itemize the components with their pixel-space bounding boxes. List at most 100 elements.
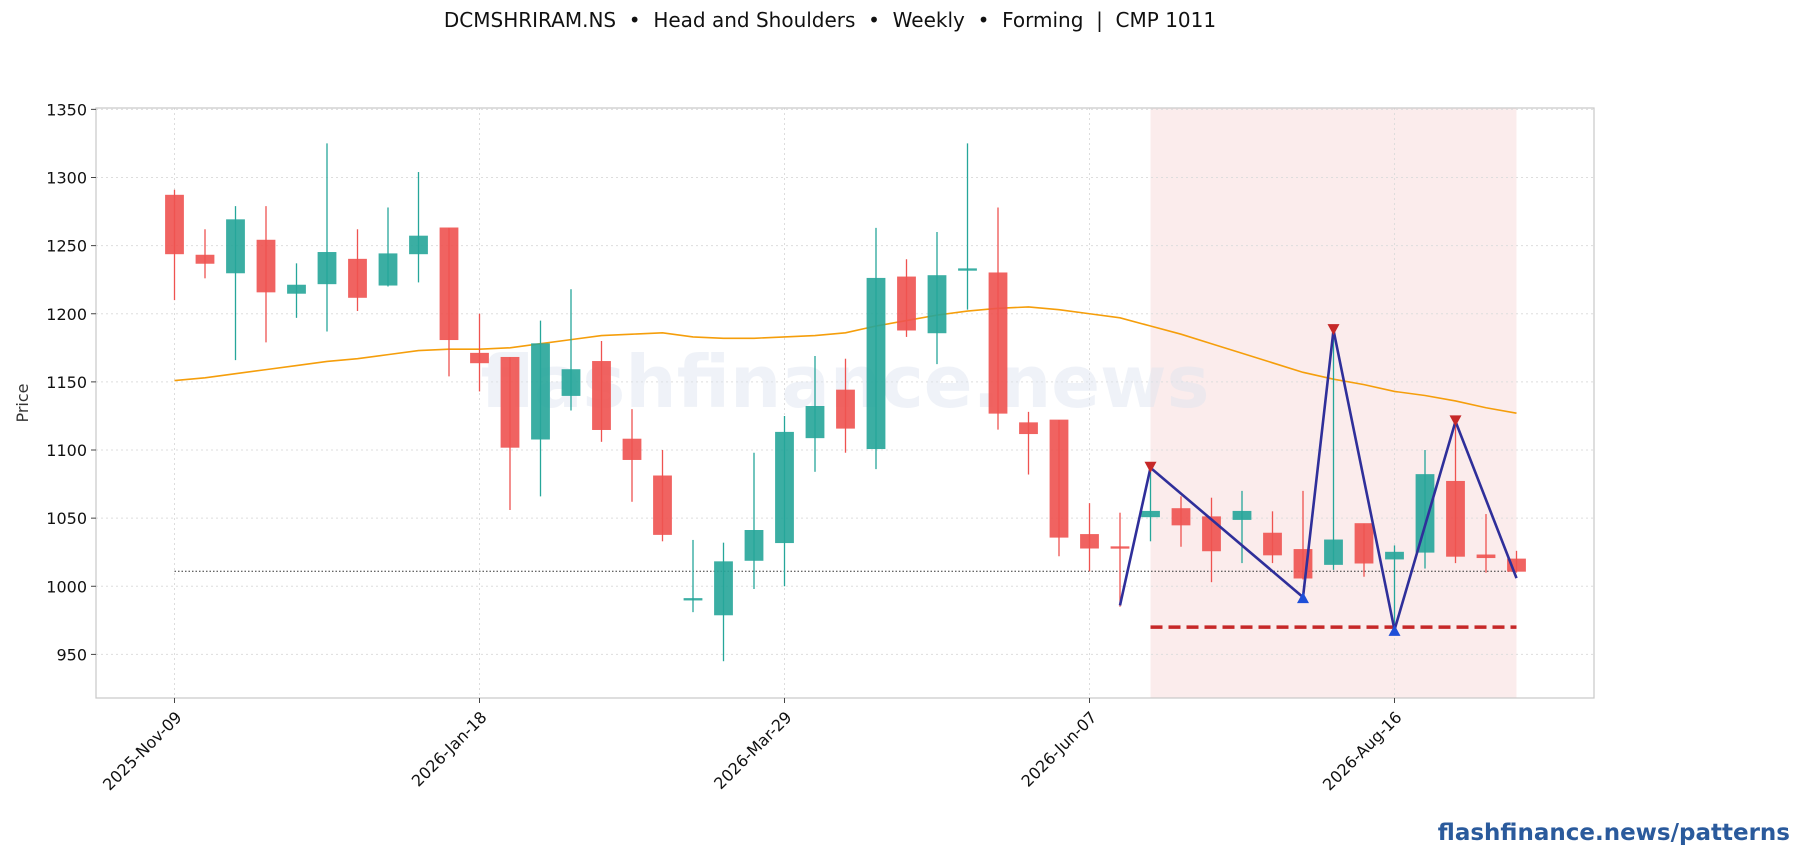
candle — [683, 539, 703, 613]
candle-body — [256, 239, 276, 293]
candle-body — [1263, 532, 1282, 556]
candle-body — [714, 561, 733, 616]
candle — [988, 207, 1008, 430]
y-tick-label: 1350 — [46, 100, 87, 119]
candle-body — [988, 272, 1008, 414]
candle-body — [348, 258, 367, 298]
candle-body — [531, 343, 550, 440]
candle-body — [165, 194, 184, 255]
candle — [1385, 545, 1404, 630]
candle — [927, 231, 947, 365]
candle-body — [226, 219, 245, 274]
y-tick-label: 1000 — [46, 577, 87, 596]
candle-body — [1232, 510, 1252, 520]
candle — [622, 409, 642, 502]
candle-body — [897, 276, 916, 331]
trough-marker — [1388, 624, 1401, 636]
candle — [836, 358, 855, 453]
y-tick-label: 1300 — [46, 168, 87, 187]
candle — [958, 143, 977, 310]
x-tick-label: 2026-Aug-16 — [1319, 708, 1406, 795]
candle-body — [1324, 539, 1343, 565]
candle-body — [500, 356, 520, 448]
chart-title: DCMSHRIRAM.NS • Head and Shoulders • Wee… — [443, 8, 1217, 32]
candle-body — [1354, 523, 1374, 564]
candle-body — [1141, 510, 1160, 518]
peak-marker — [1449, 415, 1462, 427]
candle-body — [195, 254, 215, 264]
candle — [1324, 327, 1343, 570]
peak-marker — [1327, 324, 1340, 336]
candle-body — [592, 361, 611, 430]
candle — [195, 229, 215, 279]
candle — [439, 227, 459, 377]
candle — [256, 206, 276, 343]
candle — [348, 229, 367, 312]
y-axis-label: Price — [13, 383, 32, 422]
candle-body — [1446, 480, 1465, 557]
candle — [317, 143, 337, 332]
peak-marker — [1144, 461, 1157, 473]
candle-body — [409, 235, 428, 255]
candle-body — [866, 277, 886, 450]
candle-body — [317, 252, 337, 285]
candle — [714, 542, 733, 662]
y-tick-label: 1200 — [46, 305, 87, 324]
candle — [531, 320, 550, 497]
candle-body — [1171, 508, 1191, 526]
x-tick-label: 2026-Mar-29 — [710, 708, 795, 793]
candle-body — [958, 268, 977, 271]
y-tick-label: 1150 — [46, 373, 87, 392]
candle-body — [927, 275, 947, 334]
x-tick-label: 2025-Nov-09 — [99, 708, 186, 795]
candle-body — [1202, 516, 1221, 552]
y-tick-label: 950 — [56, 645, 87, 664]
candle — [1476, 514, 1496, 573]
candle — [1232, 490, 1252, 564]
candle — [1080, 503, 1099, 572]
candle — [1019, 411, 1038, 475]
candle — [226, 206, 245, 361]
candle — [1171, 496, 1191, 547]
candle-body — [1385, 551, 1404, 560]
trough-marker — [1297, 592, 1309, 604]
moving-average-line — [174, 306, 1517, 415]
candle-body — [622, 438, 642, 460]
candle-body — [439, 227, 459, 341]
x-tick-label: 2026-Jan-18 — [408, 708, 491, 791]
candle-body — [1415, 474, 1435, 553]
candle — [1049, 419, 1069, 557]
candle-body — [744, 530, 764, 561]
candle-body — [775, 431, 794, 544]
candle — [500, 356, 520, 510]
y-tick-label: 1250 — [46, 237, 87, 256]
candle — [287, 263, 306, 318]
y-tick-label: 1050 — [46, 509, 87, 528]
candle — [775, 415, 794, 587]
candle — [409, 172, 428, 283]
candle-body — [1293, 549, 1313, 579]
candle-body — [1019, 422, 1038, 435]
candle — [1202, 497, 1221, 583]
candle — [1110, 512, 1130, 607]
candle-body — [1476, 554, 1496, 559]
candle-body — [653, 475, 672, 535]
candle-body — [836, 389, 855, 429]
candle — [866, 227, 886, 470]
candle-body — [683, 598, 703, 601]
candle-body — [378, 253, 398, 286]
candle-body — [1110, 546, 1130, 549]
candle-body — [805, 406, 825, 439]
candle — [561, 289, 581, 411]
brand-link[interactable]: flashfinance.news/patterns — [1437, 820, 1790, 846]
candle-body — [287, 284, 306, 294]
candle — [744, 452, 764, 589]
candle — [1354, 523, 1374, 577]
candle — [653, 450, 672, 542]
candle — [1415, 450, 1435, 569]
candle-body — [561, 369, 581, 396]
candle — [805, 355, 825, 472]
plot-frame — [95, 107, 1595, 699]
candle — [470, 313, 489, 392]
